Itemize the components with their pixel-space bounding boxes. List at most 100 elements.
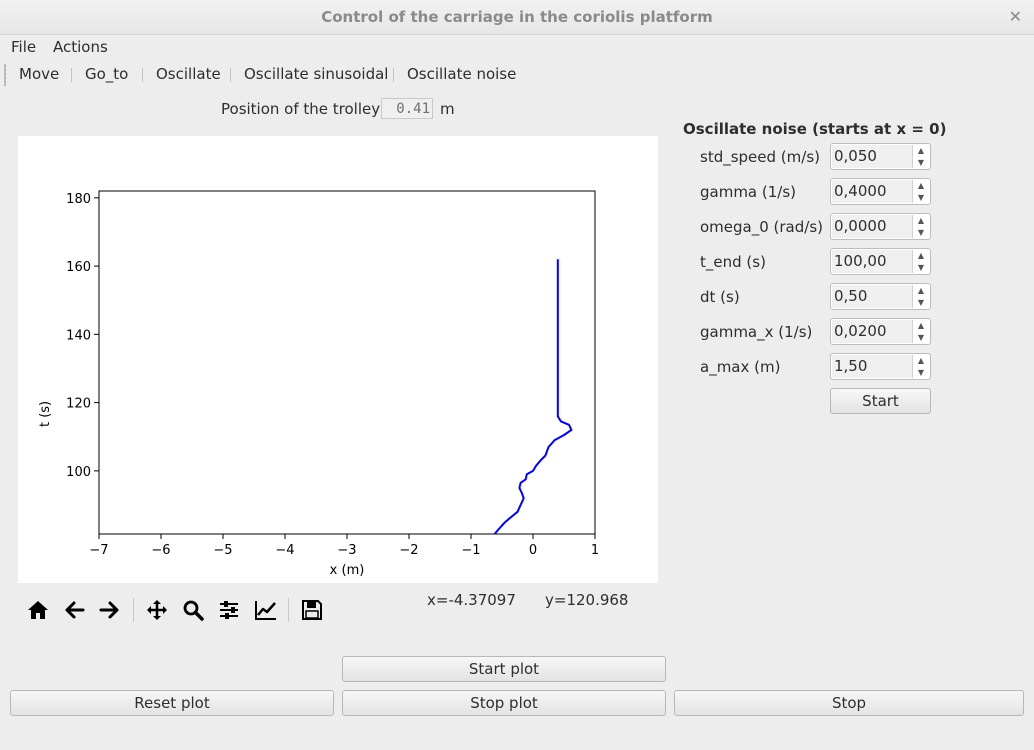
cursor-x-readout: x=-4.37097 [427, 591, 516, 609]
toolbar-separator [71, 68, 72, 82]
stop-button[interactable]: Stop [674, 690, 1024, 716]
param-value-input[interactable]: 0,050 [832, 145, 912, 168]
window-title: Control of the carriage in the coriolis … [321, 8, 713, 26]
back-button[interactable] [58, 594, 90, 626]
spin-up-icon[interactable]: ▲ [917, 356, 925, 365]
x-tick-label: −4 [275, 543, 294, 558]
param-value-input[interactable]: 0,4000 [832, 180, 912, 203]
zoom-button[interactable] [177, 594, 209, 626]
param-row: omega_0 (rad/s) 0,0000 ▲ ▼ [700, 213, 940, 240]
menu-actions[interactable]: Actions [53, 38, 108, 56]
forward-arrow-icon [99, 601, 119, 619]
spin-down-icon[interactable]: ▼ [917, 193, 925, 202]
spin-down-icon[interactable]: ▼ [917, 228, 925, 237]
param-value-input[interactable]: 0,50 [832, 285, 912, 308]
toolbar-grip[interactable] [4, 64, 6, 86]
start-plot-button[interactable]: Start plot [342, 656, 666, 682]
mode-toolbar: Move Go_to Oscillate Oscillate sinusoida… [0, 62, 600, 88]
x-tick-label: −1 [461, 543, 480, 558]
y-tick-label: 140 [66, 328, 91, 343]
pan-button[interactable] [141, 594, 173, 626]
configure-subplots-button[interactable] [213, 594, 245, 626]
title-bar: Control of the carriage in the coriolis … [0, 0, 1034, 35]
param-value-input[interactable]: 100,00 [832, 250, 912, 273]
x-tick-label: −5 [213, 543, 232, 558]
param-value-input[interactable]: 0,0200 [832, 320, 912, 343]
panel-title: Oscillate noise (starts at x = 0) [683, 120, 947, 138]
param-spinbox[interactable]: 0,0000 ▲ ▼ [830, 213, 931, 240]
tool-oscillate[interactable]: Oscillate [156, 65, 221, 83]
spin-arrows: ▲ ▼ [912, 285, 929, 308]
param-value-input[interactable]: 1,50 [832, 355, 912, 378]
toolbar-separator [393, 68, 394, 82]
param-label: std_speed (m/s) [700, 148, 820, 166]
save-button[interactable] [296, 594, 328, 626]
x-tick-label: −2 [399, 543, 418, 558]
param-spinbox[interactable]: 1,50 ▲ ▼ [830, 353, 931, 380]
param-row: dt (s) 0,50 ▲ ▼ [700, 283, 940, 310]
save-icon [302, 600, 322, 620]
param-row: gamma_x (1/s) 0,0200 ▲ ▼ [700, 318, 940, 345]
x-tick-label: 1 [591, 543, 599, 558]
reset-plot-button[interactable]: Reset plot [10, 690, 334, 716]
configure-subplots-icon [220, 601, 238, 619]
param-spinbox[interactable]: 0,0200 ▲ ▼ [830, 318, 931, 345]
spin-down-icon[interactable]: ▼ [917, 158, 925, 167]
edit-axis-icon [255, 601, 276, 620]
param-row: a_max (m) 1,50 ▲ ▼ [700, 353, 940, 380]
stop-plot-button[interactable]: Stop plot [342, 690, 666, 716]
param-label: a_max (m) [700, 358, 781, 376]
spin-arrows: ▲ ▼ [912, 215, 929, 238]
nav-separator [288, 598, 289, 622]
param-value-input[interactable]: 0,0000 [832, 215, 912, 238]
param-spinbox[interactable]: 0,4000 ▲ ▼ [830, 178, 931, 205]
home-icon [28, 601, 48, 619]
edit-axis-button[interactable] [249, 594, 281, 626]
param-label: gamma_x (1/s) [700, 323, 813, 341]
param-spinbox[interactable]: 0,50 ▲ ▼ [830, 283, 931, 310]
spin-up-icon[interactable]: ▲ [917, 216, 925, 225]
x-tick-label: −7 [89, 543, 108, 558]
spin-down-icon[interactable]: ▼ [917, 263, 925, 272]
spin-arrows: ▲ ▼ [912, 145, 929, 168]
nav-separator [133, 598, 134, 622]
x-tick-label: −6 [151, 543, 170, 558]
home-button[interactable] [22, 594, 54, 626]
spin-up-icon[interactable]: ▲ [917, 286, 925, 295]
x-axis-label: x (m) [330, 563, 365, 578]
spin-up-icon[interactable]: ▲ [917, 321, 925, 330]
x-tick-label: 0 [529, 543, 537, 558]
spin-up-icon[interactable]: ▲ [917, 251, 925, 260]
param-label: t_end (s) [700, 253, 766, 271]
toolbar-separator [230, 68, 231, 82]
plot-canvas[interactable]: −7 −6 −5 −4 −3 −2 −1 0 1 100 120 140 160 180 x (m) t (s… [18, 136, 658, 583]
param-row: t_end (s) 100,00 ▲ ▼ [700, 248, 940, 275]
forward-button[interactable] [94, 594, 126, 626]
spin-up-icon[interactable]: ▲ [917, 181, 925, 190]
param-label: gamma (1/s) [700, 183, 797, 201]
spin-arrows: ▲ ▼ [912, 250, 929, 273]
param-spinbox[interactable]: 100,00 ▲ ▼ [830, 248, 931, 275]
spin-down-icon[interactable]: ▼ [917, 298, 925, 307]
spin-down-icon[interactable]: ▼ [917, 333, 925, 342]
param-row: gamma (1/s) 0,4000 ▲ ▼ [700, 178, 940, 205]
start-button[interactable]: Start [830, 388, 931, 414]
spin-down-icon[interactable]: ▼ [917, 368, 925, 377]
tool-oscillate-noise[interactable]: Oscillate noise [407, 65, 517, 83]
tool-oscillate-sinusoidal[interactable]: Oscillate sinusoidal [244, 65, 389, 83]
trajectory-chart: −7 −6 −5 −4 −3 −2 −1 0 1 100 120 140 160 180 x (m) t (s… [38, 190, 599, 578]
y-tick-label: 160 [66, 260, 91, 275]
param-label: dt (s) [700, 288, 740, 306]
menu-file[interactable]: File [11, 38, 37, 56]
spin-arrows: ▲ ▼ [912, 180, 929, 203]
close-icon[interactable]: ✕ [1008, 7, 1022, 26]
y-tick-label: 180 [66, 192, 91, 207]
y-tick-label: 100 [66, 465, 91, 480]
tool-move[interactable]: Move [19, 65, 60, 83]
tool-go-to[interactable]: Go_to [85, 65, 129, 83]
x-tick-label: −3 [337, 543, 356, 558]
param-spinbox[interactable]: 0,050 ▲ ▼ [830, 143, 931, 170]
spin-up-icon[interactable]: ▲ [917, 146, 925, 155]
trajectory-line [493, 259, 573, 535]
pan-icon [147, 600, 167, 620]
